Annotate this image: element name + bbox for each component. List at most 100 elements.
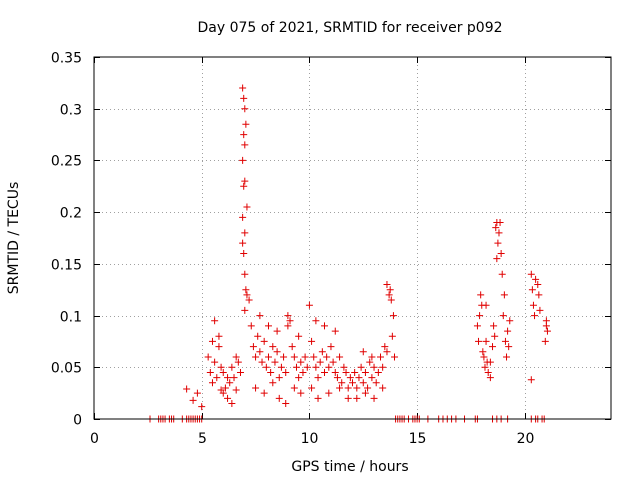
data-point — [325, 363, 333, 371]
data-point — [260, 389, 268, 397]
data-point — [493, 255, 501, 263]
data-point — [527, 376, 535, 384]
data-point — [374, 368, 382, 376]
data-point — [245, 296, 253, 304]
data-point — [387, 296, 395, 304]
data-point — [239, 213, 247, 221]
data-point — [388, 332, 396, 340]
data-point — [256, 348, 264, 356]
data-point — [531, 312, 539, 320]
data-point — [482, 301, 490, 309]
data-point — [275, 394, 283, 402]
data-point — [234, 358, 242, 366]
data-point — [284, 322, 292, 330]
data-point — [505, 343, 513, 351]
data-point — [282, 368, 290, 376]
data-point — [494, 239, 502, 247]
data-point — [491, 332, 499, 340]
data-point — [333, 374, 341, 382]
data-point — [355, 374, 363, 382]
data-points — [146, 84, 551, 423]
data-point — [368, 374, 376, 382]
data-point — [286, 317, 294, 325]
data-point — [256, 312, 264, 320]
data-point — [389, 312, 397, 320]
data-point — [224, 374, 232, 382]
data-point — [308, 337, 316, 345]
data-point — [486, 358, 494, 366]
data-point — [349, 379, 356, 387]
x-axis-label: GPS time / hours — [291, 459, 408, 475]
data-point — [288, 343, 296, 351]
data-point — [240, 94, 248, 102]
data-point — [240, 250, 248, 258]
data-point — [221, 384, 229, 392]
data-point — [208, 379, 216, 387]
data-point — [240, 182, 248, 190]
y-tick-label: 0.1 — [60, 310, 82, 326]
data-point — [357, 363, 365, 371]
y-tick-label: 0.25 — [51, 154, 82, 170]
data-point — [297, 358, 305, 366]
data-point — [241, 270, 249, 278]
data-point — [318, 348, 326, 356]
data-point — [351, 368, 359, 376]
data-point — [527, 270, 535, 278]
data-point — [189, 396, 197, 404]
data-point — [479, 348, 487, 356]
data-point — [338, 379, 346, 387]
data-point — [299, 368, 307, 376]
data-point — [504, 327, 512, 335]
data-point — [475, 337, 483, 345]
data-point — [314, 394, 322, 402]
data-point — [295, 374, 303, 382]
data-point — [346, 374, 354, 382]
data-point — [301, 353, 309, 361]
data-point — [215, 343, 223, 351]
data-point — [497, 250, 505, 258]
data-point — [500, 291, 508, 299]
data-point — [492, 224, 500, 232]
data-point — [215, 332, 223, 340]
data-point — [193, 389, 201, 397]
y-axis-label: SRMTID / TECUs — [6, 182, 22, 295]
data-point — [310, 353, 318, 361]
data-point — [236, 368, 244, 376]
data-point — [344, 394, 352, 402]
data-point — [226, 379, 234, 387]
data-point — [314, 374, 322, 382]
data-point — [379, 384, 387, 392]
data-point — [484, 368, 492, 376]
data-point — [243, 203, 251, 211]
data-point — [543, 327, 551, 335]
data-point — [331, 368, 339, 376]
data-point — [312, 363, 320, 371]
data-point — [498, 270, 506, 278]
chart-title: Day 075 of 2021, SRMTID for receiver p09… — [197, 20, 502, 36]
data-point — [211, 317, 219, 325]
data-point — [325, 389, 333, 397]
x-tick-label: 0 — [90, 431, 99, 447]
data-point — [271, 358, 279, 366]
data-point — [499, 312, 507, 320]
data-point — [208, 337, 216, 345]
data-point — [249, 343, 257, 351]
y-tick-label: 0.35 — [51, 51, 82, 67]
data-point — [258, 358, 266, 366]
data-point — [292, 363, 300, 371]
data-point — [247, 322, 255, 330]
data-point — [327, 343, 335, 351]
data-point — [481, 363, 489, 371]
data-point — [213, 374, 221, 382]
data-point — [542, 322, 550, 330]
data-point — [273, 348, 281, 356]
data-point — [267, 368, 275, 376]
data-point — [260, 337, 268, 345]
data-point — [541, 337, 549, 345]
data-point — [323, 353, 331, 361]
data-point — [228, 399, 236, 407]
data-point — [482, 337, 490, 345]
data-point — [342, 368, 350, 376]
data-point — [490, 322, 498, 330]
